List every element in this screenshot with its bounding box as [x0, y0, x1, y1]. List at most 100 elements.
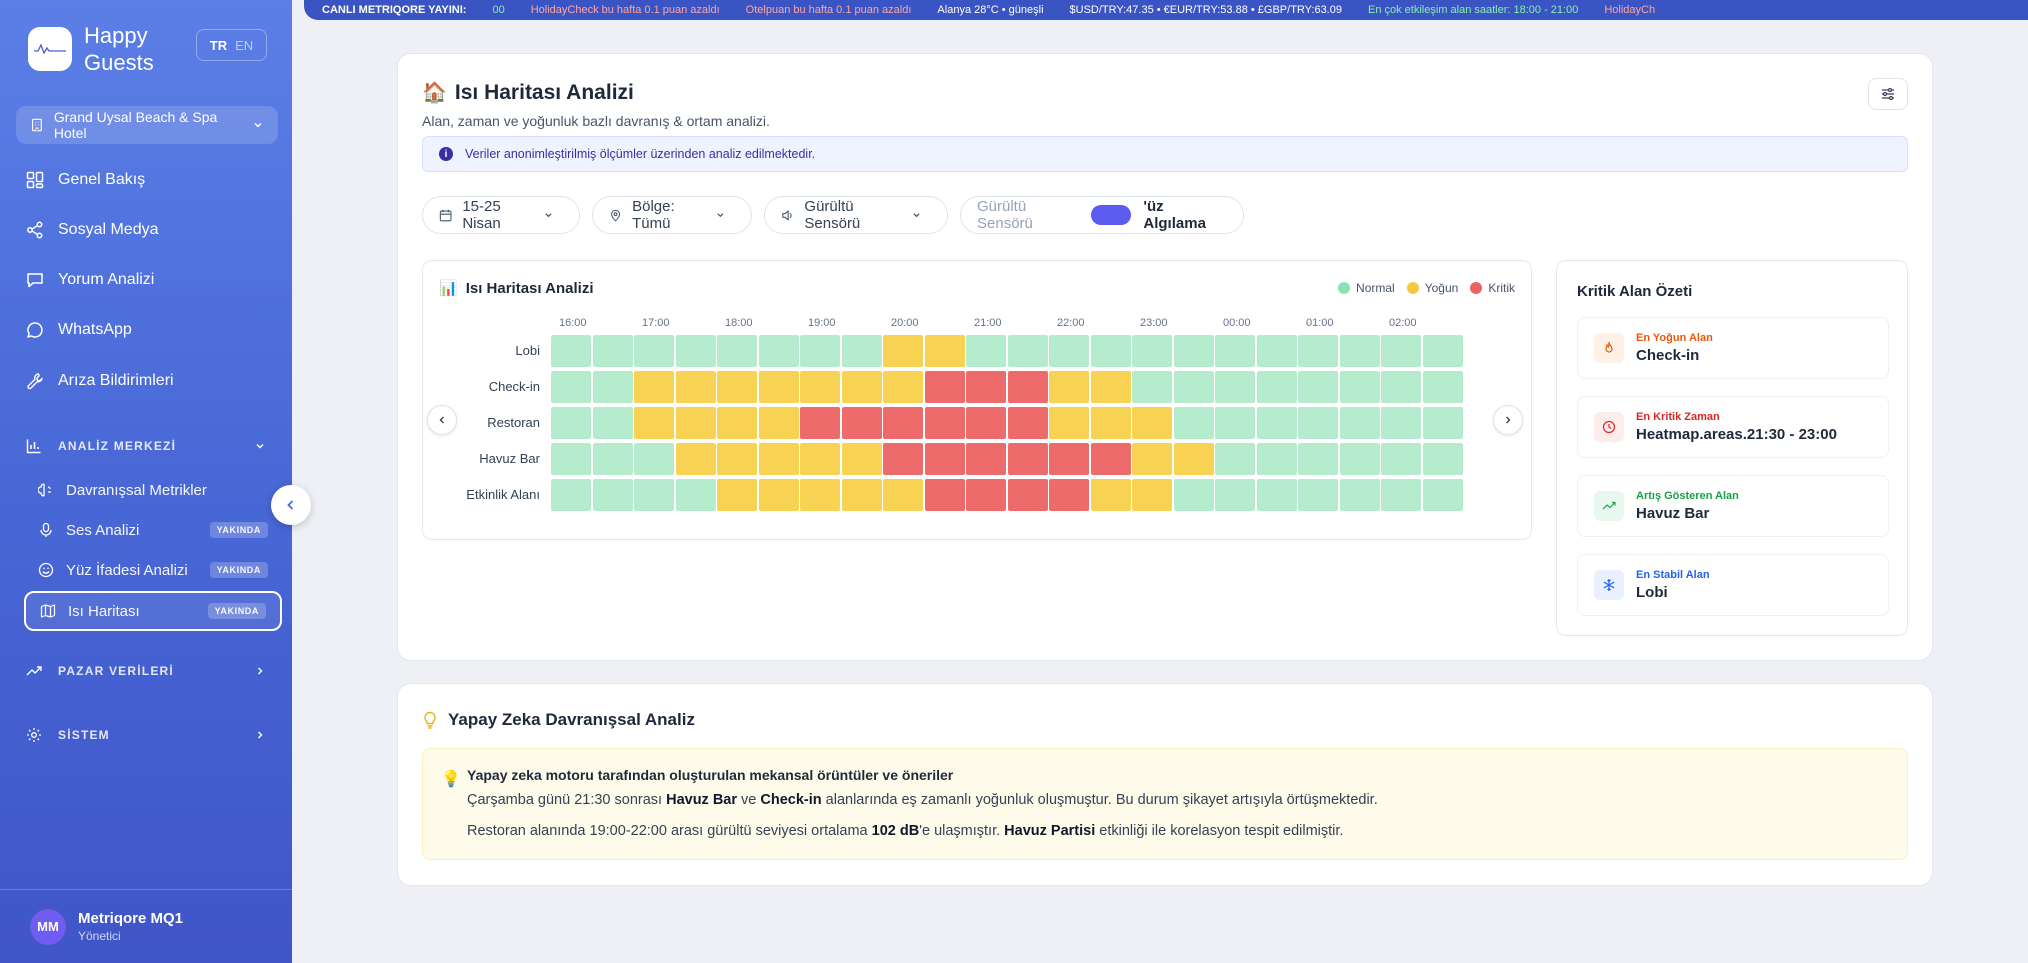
- heatmap-cell[interactable]: [551, 407, 591, 439]
- heatmap-cell[interactable]: [1132, 443, 1172, 475]
- heatmap-cell[interactable]: [1298, 407, 1338, 439]
- heatmap-cell[interactable]: [1256, 407, 1297, 439]
- heatmap-cell[interactable]: [924, 443, 965, 475]
- heatmap-cell[interactable]: [924, 371, 965, 403]
- heatmap-cell[interactable]: [758, 443, 799, 475]
- heatmap-cell[interactable]: [592, 443, 633, 475]
- heatmap-cell[interactable]: [1215, 407, 1255, 439]
- heatmap-cell[interactable]: [1381, 479, 1421, 511]
- heatmap-cell[interactable]: [1132, 335, 1172, 367]
- heatmap-cell[interactable]: [1381, 407, 1421, 439]
- heatmap-cell[interactable]: [883, 371, 923, 403]
- heatmap-cell[interactable]: [1049, 407, 1089, 439]
- heatmap-cell[interactable]: [841, 479, 882, 511]
- heatmap-cell[interactable]: [924, 479, 965, 511]
- section-pazar-verileri[interactable]: PAZAR VERİLERİ: [26, 663, 266, 679]
- heatmap-cell[interactable]: [1049, 335, 1089, 367]
- heatmap-cell[interactable]: [1256, 371, 1297, 403]
- sub-nav-ses-analizi[interactable]: Ses Analizi YAKINDA: [24, 510, 282, 550]
- heatmap-cell[interactable]: [675, 371, 716, 403]
- sensor-filter[interactable]: Gürültü Sensörü: [764, 196, 948, 234]
- heatmap-cell[interactable]: [1298, 479, 1338, 511]
- heatmap-cell[interactable]: [1132, 479, 1172, 511]
- heatmap-cell[interactable]: [1007, 407, 1048, 439]
- heatmap-cell[interactable]: [1173, 407, 1214, 439]
- lang-en[interactable]: EN: [235, 37, 254, 53]
- heatmap-cell[interactable]: [1132, 371, 1172, 403]
- heatmap-cell[interactable]: [675, 407, 716, 439]
- heatmap-cell[interactable]: [800, 371, 840, 403]
- heatmap-cell[interactable]: [1422, 335, 1463, 367]
- heatmap-cell[interactable]: [966, 479, 1006, 511]
- sensor-detection-toggle[interactable]: Gürültü Sensörü 'üz Algılama: [960, 196, 1244, 234]
- heatmap-cell[interactable]: [966, 443, 1006, 475]
- heatmap-cell[interactable]: [1256, 335, 1297, 367]
- heatmap-cell[interactable]: [1090, 479, 1131, 511]
- heatmap-cell[interactable]: [800, 407, 840, 439]
- heatmap-cell[interactable]: [1422, 479, 1463, 511]
- heatmap-cell[interactable]: [675, 443, 716, 475]
- heatmap-cell[interactable]: [717, 443, 757, 475]
- heatmap-cell[interactable]: [1381, 443, 1421, 475]
- language-switch[interactable]: TR EN: [196, 29, 267, 61]
- heatmap-cell[interactable]: [758, 407, 799, 439]
- heatmap-cell[interactable]: [675, 479, 716, 511]
- heatmap-cell[interactable]: [1339, 335, 1380, 367]
- heatmap-cell[interactable]: [551, 371, 591, 403]
- heatmap-cell[interactable]: [841, 335, 882, 367]
- heatmap-cell[interactable]: [758, 371, 799, 403]
- heatmap-cell[interactable]: [1090, 407, 1131, 439]
- heatmap-cell[interactable]: [1215, 335, 1255, 367]
- heatmap-cell[interactable]: [1422, 443, 1463, 475]
- heatmap-cell[interactable]: [592, 407, 633, 439]
- nav-ariza-bildirimleri[interactable]: Arıza Bildirimleri: [26, 366, 174, 396]
- nav-genel-bakis[interactable]: Genel Bakış: [26, 165, 145, 195]
- heatmap-cell[interactable]: [1173, 371, 1214, 403]
- heatmap-cell[interactable]: [1007, 335, 1048, 367]
- heatmap-cell[interactable]: [1339, 407, 1380, 439]
- critical-item-stable-area[interactable]: En Stabil Alan Lobi: [1577, 554, 1889, 616]
- heatmap-cell[interactable]: [758, 335, 799, 367]
- critical-item-busiest-area[interactable]: En Yoğun Alan Check-in: [1577, 317, 1889, 379]
- heatmap-cell[interactable]: [551, 443, 591, 475]
- date-filter[interactable]: 15-25 Nisan: [422, 196, 580, 234]
- heatmap-cell[interactable]: [1422, 371, 1463, 403]
- heatmap-cell[interactable]: [1256, 479, 1297, 511]
- heatmap-cell[interactable]: [634, 371, 674, 403]
- heatmap-cell[interactable]: [1173, 443, 1214, 475]
- critical-item-rising-area[interactable]: Artış Gösteren Alan Havuz Bar: [1577, 475, 1889, 537]
- heatmap-cell[interactable]: [592, 335, 633, 367]
- heatmap-cell[interactable]: [966, 371, 1006, 403]
- heatmap-cell[interactable]: [841, 407, 882, 439]
- heatmap-cell[interactable]: [800, 479, 840, 511]
- heatmap-cell[interactable]: [717, 371, 757, 403]
- heatmap-cell[interactable]: [758, 479, 799, 511]
- brand[interactable]: Happy Guests: [28, 22, 184, 76]
- heatmap-cell[interactable]: [717, 407, 757, 439]
- sub-nav-davranissal-metrikler[interactable]: Davranışsal Metrikler: [24, 470, 282, 510]
- heatmap-prev-button[interactable]: [427, 405, 457, 435]
- heatmap-cell[interactable]: [841, 443, 882, 475]
- heatmap-cell[interactable]: [1007, 371, 1048, 403]
- sub-nav-isi-haritasi[interactable]: Isı Haritası YAKINDA: [24, 591, 282, 631]
- heatmap-cell[interactable]: [634, 407, 674, 439]
- heatmap-cell[interactable]: [1007, 479, 1048, 511]
- filter-settings-button[interactable]: [1868, 78, 1908, 110]
- lang-tr[interactable]: TR: [209, 37, 228, 53]
- hotel-selector[interactable]: Grand Uysal Beach & Spa Hotel: [16, 106, 278, 144]
- heatmap-cell[interactable]: [1049, 443, 1089, 475]
- heatmap-cell[interactable]: [1339, 371, 1380, 403]
- heatmap-cell[interactable]: [966, 335, 1006, 367]
- heatmap-cell[interactable]: [1215, 443, 1255, 475]
- section-sistem[interactable]: SİSTEM: [26, 727, 266, 743]
- heatmap-cell[interactable]: [1090, 443, 1131, 475]
- heatmap-cell[interactable]: [1173, 479, 1214, 511]
- heatmap-cell[interactable]: [634, 479, 674, 511]
- sub-nav-yuz-ifadesi-analizi[interactable]: Yüz İfadesi Analizi YAKINDA: [24, 550, 282, 590]
- heatmap-cell[interactable]: [1339, 443, 1380, 475]
- heatmap-cell[interactable]: [883, 335, 923, 367]
- region-filter[interactable]: Bölge: Tümü: [592, 196, 752, 234]
- heatmap-cell[interactable]: [1049, 479, 1089, 511]
- heatmap-cell[interactable]: [675, 335, 716, 367]
- heatmap-cell[interactable]: [592, 371, 633, 403]
